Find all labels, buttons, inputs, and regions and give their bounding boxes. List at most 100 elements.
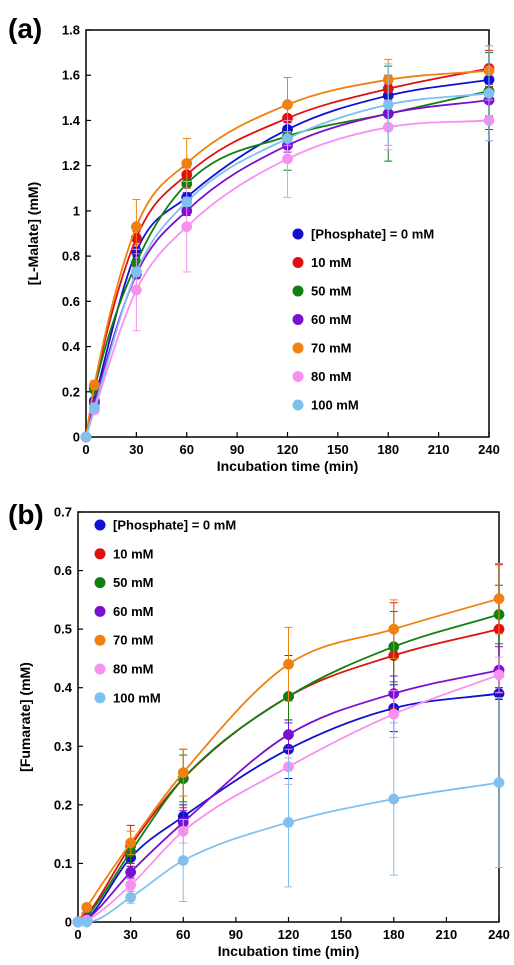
- legend-item: 10 mM: [292, 255, 351, 270]
- x-tick-label: 30: [129, 442, 143, 457]
- legend: [Phosphate] = 0 mM 10 mM 50 mM 60 mM 70 mM 80…: [292, 227, 434, 413]
- legend-marker: [94, 634, 106, 646]
- legend-label: 80 mM: [113, 662, 153, 677]
- data-point: [181, 196, 193, 208]
- legend-item: [Phosphate] = 0 mM: [94, 518, 236, 533]
- legend-item: 80 mM: [292, 369, 351, 384]
- y-tick-label: 1.8: [62, 23, 80, 38]
- x-axis-title: Incubation time (min): [218, 943, 360, 959]
- data-point: [130, 221, 142, 233]
- legend-label: [Phosphate] = 0 mM: [113, 518, 236, 533]
- legend-item: 100 mM: [292, 398, 359, 413]
- data-point: [283, 729, 294, 741]
- data-point: [177, 767, 189, 779]
- legend-label: 50 mM: [311, 284, 351, 299]
- y-tick-label: 0.8: [62, 249, 80, 264]
- chart-panel-b: (b) 0 30 60 90 120 150 180 210 240 0 0.1 0.2 0.3 0.4 0.…: [8, 499, 510, 959]
- legend-marker: [292, 371, 304, 382]
- y-tick-label: 0.4: [62, 339, 81, 354]
- x-tick-label: 120: [278, 927, 300, 942]
- y-tick-label: 0.2: [54, 797, 72, 812]
- y-tick-label: 0.4: [54, 680, 73, 695]
- legend-marker: [292, 314, 304, 325]
- legend-marker: [94, 519, 106, 531]
- legend-item: 70 mM: [292, 341, 351, 356]
- legend-label: [Phosphate] = 0 mM: [311, 227, 434, 242]
- data-point: [282, 99, 293, 111]
- data-point: [283, 658, 294, 670]
- x-tick-label: 210: [436, 927, 458, 942]
- x-tick-label: 240: [488, 927, 510, 942]
- legend-item: 80 mM: [94, 662, 153, 677]
- legend-item: [Phosphate] = 0 mM: [292, 227, 434, 242]
- data-point: [81, 916, 93, 928]
- legend-marker: [292, 342, 304, 354]
- y-tick-label: 1.4: [62, 113, 81, 128]
- x-tick-label: 150: [327, 442, 349, 457]
- data-point: [88, 379, 100, 391]
- legend-item: 50 mM: [292, 284, 351, 299]
- x-tick-label: 150: [330, 927, 352, 942]
- series-70-mm: [80, 45, 495, 443]
- x-tick-label: 0: [82, 442, 89, 457]
- legend-item: 100 mM: [94, 690, 161, 705]
- series-80-mm: [80, 99, 495, 443]
- y-tick-label: 0.6: [54, 563, 72, 578]
- data-point: [177, 855, 189, 866]
- legend-label: 70 mM: [113, 633, 153, 648]
- legend-label: 100 mM: [113, 690, 161, 705]
- legend-label: 100 mM: [311, 398, 359, 413]
- panel-label: (a): [8, 13, 42, 44]
- data-point: [493, 777, 505, 789]
- legend-label: 10 mM: [113, 546, 153, 561]
- legend-item: 50 mM: [94, 575, 153, 590]
- legend-label: 10 mM: [311, 255, 351, 270]
- legend-marker: [94, 548, 106, 560]
- legend-marker: [292, 257, 304, 268]
- data-point: [388, 623, 400, 635]
- data-point: [181, 221, 193, 233]
- x-tick-label: 90: [229, 927, 243, 942]
- panel-label: (b): [8, 499, 44, 530]
- data-point: [493, 669, 505, 681]
- legend-marker: [292, 285, 304, 297]
- data-point: [283, 816, 294, 828]
- data-point: [125, 866, 137, 878]
- legend-marker: [94, 605, 106, 617]
- x-tick-label: 180: [377, 442, 399, 457]
- x-tick-label: 120: [277, 442, 299, 457]
- data-point: [125, 879, 137, 891]
- y-tick-label: 0: [73, 430, 80, 445]
- data-point: [81, 901, 93, 913]
- data-point: [125, 837, 137, 849]
- data-point: [388, 793, 400, 805]
- legend-label: 60 mM: [113, 604, 153, 619]
- y-axis-title: [L-Malate] (mM): [25, 182, 41, 285]
- y-tick-label: 0.5: [54, 622, 72, 637]
- series-100-mm: [72, 697, 505, 928]
- legend-label: 70 mM: [311, 341, 351, 356]
- x-tick-label: 210: [428, 442, 450, 457]
- y-tick-label: 1.2: [62, 158, 80, 173]
- data-point: [282, 133, 293, 144]
- y-tick-label: 0.3: [54, 739, 72, 754]
- y-tick-label: 1.6: [62, 68, 80, 83]
- y-tick-label: 0.1: [54, 856, 72, 871]
- data-point: [282, 153, 293, 165]
- y-axis-title: [Fumarate] (mM): [17, 662, 33, 772]
- x-axis-title: Incubation time (min): [217, 458, 359, 474]
- legend-marker: [292, 399, 304, 411]
- x-tick-label: 60: [180, 442, 194, 457]
- y-tick-label: 0.7: [54, 505, 72, 520]
- data-point: [130, 266, 142, 278]
- legend-item: 70 mM: [94, 633, 153, 648]
- chart-panel-a: (a) 0 30 60 90 120 150 180 210 240 0 0.2 0.4 0.6 0.8 1 1…: [8, 13, 500, 474]
- data-point: [88, 402, 100, 414]
- data-point: [483, 87, 495, 99]
- legend-marker: [94, 663, 106, 675]
- data-point: [130, 284, 142, 296]
- data-point: [125, 891, 137, 903]
- y-tick-label: 1: [73, 203, 80, 218]
- data-point: [493, 593, 505, 605]
